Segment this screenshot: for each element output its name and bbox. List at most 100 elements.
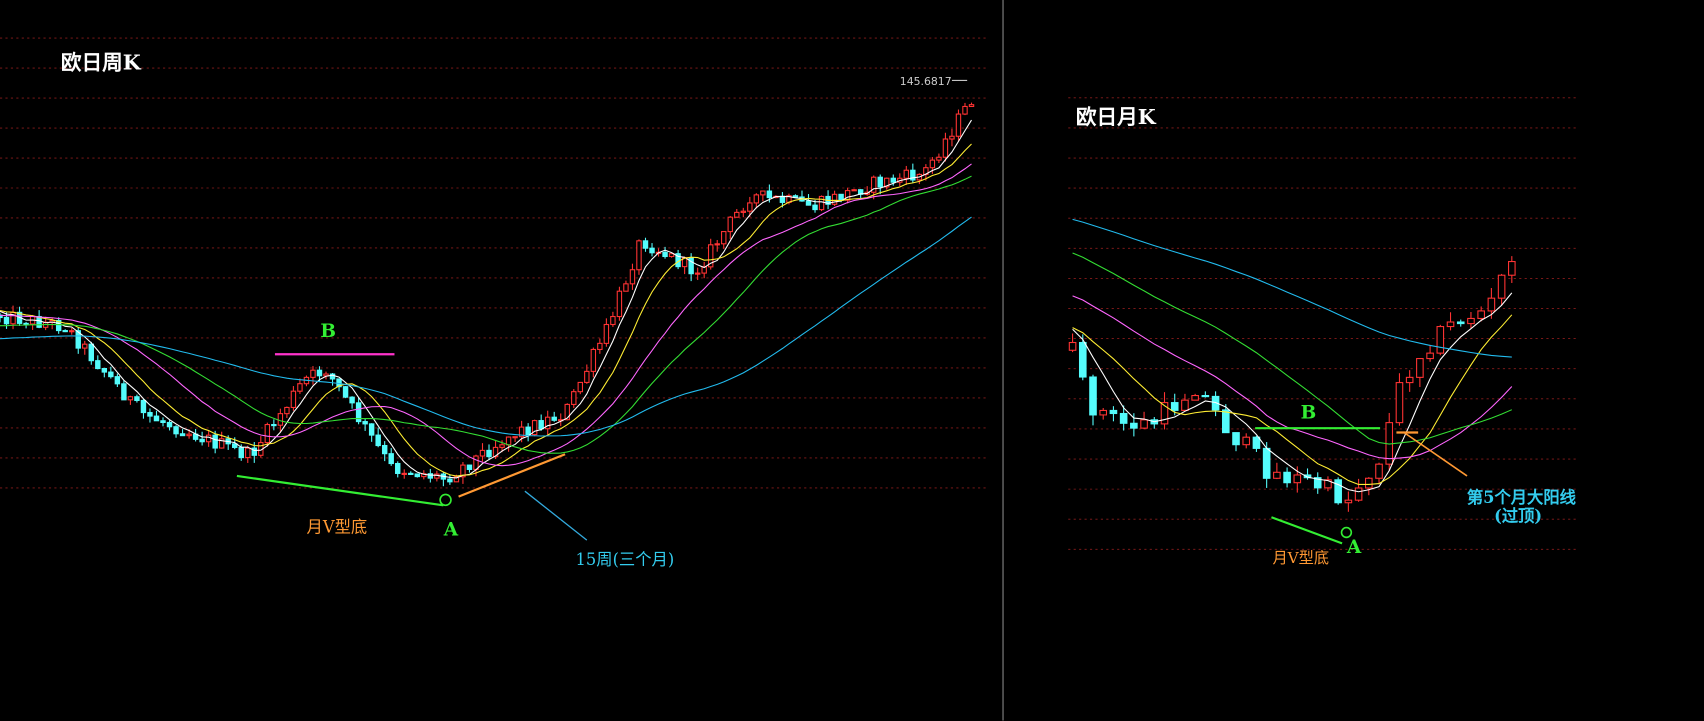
candle-body (838, 193, 844, 201)
candle-body (616, 290, 623, 318)
moving-average (0, 119, 972, 479)
candle-body (903, 169, 910, 179)
candle-body (538, 420, 544, 430)
candle-body (649, 247, 655, 254)
candle-body (0, 314, 3, 319)
candle-body (251, 447, 258, 456)
candle-body (127, 396, 134, 401)
candle-body (401, 472, 407, 475)
candle-body (1365, 477, 1373, 489)
candle-body (584, 370, 590, 383)
candle-body (1232, 432, 1240, 446)
candle-body (88, 343, 94, 362)
candle-body (1456, 321, 1465, 325)
candle-body (101, 367, 108, 373)
candle-body (805, 200, 812, 206)
candle-body (851, 189, 857, 192)
candle-body (342, 386, 349, 398)
a-label: A (1346, 537, 1362, 558)
pointer-arrow (524, 490, 588, 541)
b-label: B (1301, 402, 1317, 423)
candle-body (1221, 409, 1230, 434)
candle-body (173, 426, 179, 435)
moving-average (0, 163, 972, 467)
candle-body (147, 412, 153, 417)
candle-body (792, 195, 799, 198)
candle-body (1477, 310, 1485, 320)
candle-body (95, 360, 101, 370)
left-chart (0, 102, 975, 487)
candle-body (544, 416, 551, 430)
candle-body (310, 369, 316, 378)
candle-body (1170, 402, 1179, 411)
candle-body (1130, 422, 1138, 429)
candle-body (1426, 352, 1434, 360)
candle-body (707, 244, 714, 268)
candle-body (766, 190, 773, 199)
candle-body (264, 424, 271, 444)
candle-body (1119, 412, 1128, 424)
candle-body (721, 231, 727, 245)
candle-body (362, 421, 368, 425)
candle-body (1252, 436, 1261, 449)
candle-body (479, 449, 486, 457)
candle-body (1344, 499, 1353, 504)
candle-body (1416, 358, 1424, 378)
candle-body (271, 424, 277, 427)
candle-body (408, 472, 414, 475)
candle-body (499, 444, 505, 448)
candle-body (277, 413, 284, 426)
candle-body (414, 473, 421, 478)
candle-body (1487, 297, 1496, 312)
candle-body (1140, 419, 1148, 429)
candle-body (3, 316, 10, 325)
candle-body (642, 240, 649, 249)
candle-body (962, 105, 968, 115)
candle-body (512, 436, 518, 439)
candle-body (597, 342, 603, 351)
candle-body (1273, 471, 1281, 479)
candle-body (121, 383, 127, 401)
candle-body (108, 371, 114, 378)
candle-body (297, 383, 303, 392)
candle-body (1089, 376, 1097, 416)
candle-body (75, 330, 81, 349)
candle-body (466, 464, 473, 470)
candle-body (929, 159, 936, 169)
candle-body (199, 438, 205, 443)
moving-average (0, 175, 972, 454)
panel-title: 欧日周K (61, 51, 142, 75)
candle-body (662, 251, 668, 258)
grid (0, 37, 1578, 550)
trend-line (1271, 516, 1343, 545)
candle-body (714, 243, 720, 246)
candle-body (62, 330, 68, 333)
candle-body (734, 211, 740, 218)
candle-body (1160, 402, 1169, 425)
a-marker (439, 493, 452, 507)
candle-body (23, 322, 29, 326)
candle-body (968, 104, 975, 108)
candle-body (375, 434, 381, 447)
candle-body (55, 319, 62, 332)
candle-body (955, 113, 962, 137)
candle-body (245, 447, 251, 459)
price-label: 145.6817 (900, 75, 952, 88)
candle-body (1497, 274, 1506, 299)
candle-body (910, 169, 916, 181)
candle-body (694, 272, 701, 275)
candle-body (1068, 341, 1077, 351)
candle-body (486, 449, 492, 458)
candle-body (629, 269, 636, 285)
candle-body (1354, 487, 1363, 501)
candle-body (603, 323, 610, 344)
right-chart (1068, 218, 1516, 512)
candle-body (492, 446, 499, 458)
candle-body (290, 390, 297, 409)
candle-body (368, 423, 375, 436)
candle-body (453, 476, 460, 483)
candle-body (668, 253, 675, 258)
candle-body (1181, 399, 1189, 411)
candle-body (812, 204, 818, 211)
